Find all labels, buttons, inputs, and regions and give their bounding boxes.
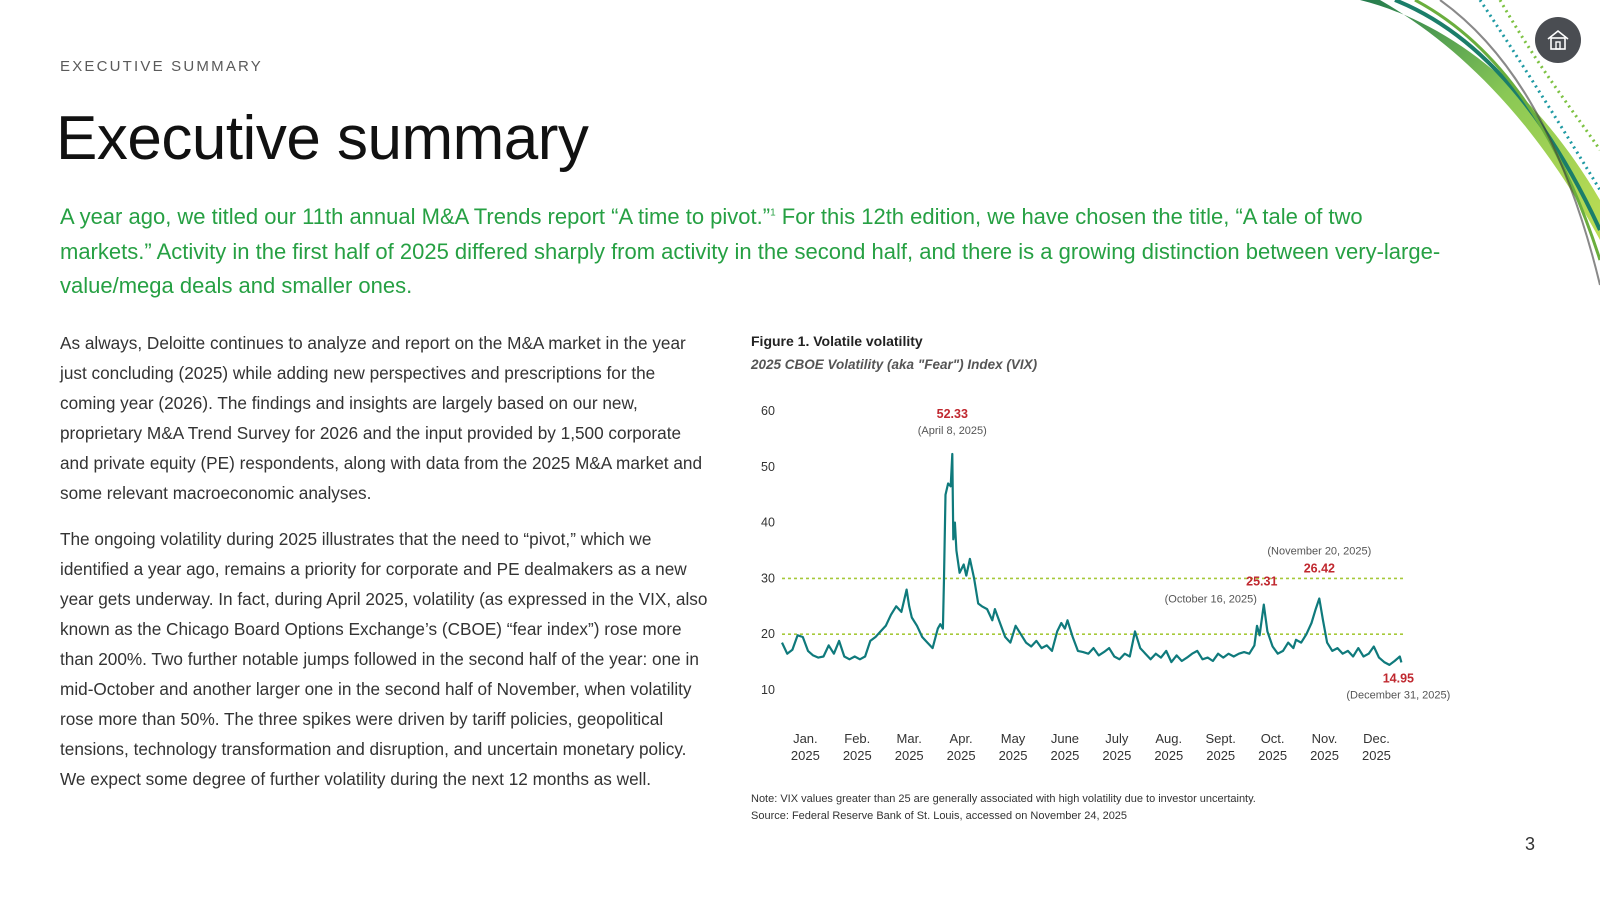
figure-notes: Note: VIX values greater than 25 are gen… [751,791,1256,824]
annotation-value: 26.42 [1304,561,1335,575]
x-tick-month: Apr. [950,731,973,746]
body-column: As always, Deloitte continues to analyze… [60,328,712,810]
annotation-date: (October 16, 2025) [1165,594,1257,606]
section-eyebrow: EXECUTIVE SUMMARY [60,58,263,75]
figure-heading: Figure 1. Volatile volatility 2025 CBOE … [751,333,1037,372]
lead-paragraph: A year ago, we titled our 11th annual M&… [60,200,1460,304]
page-number: 3 [1525,834,1536,854]
annotation-date: (April 8, 2025) [918,425,987,437]
lead-text-part2: For this 12th edition, we have chosen th… [60,204,1441,298]
x-tick-year: 2025 [843,748,872,763]
figure-note: Note: VIX values greater than 25 are gen… [751,793,1256,805]
y-tick-label: 10 [761,683,775,697]
x-tick-year: 2025 [1102,748,1131,763]
x-tick-month: May [1001,731,1026,746]
figure-title: Figure 1. Volatile volatility [751,333,923,349]
annotation-value: 52.33 [937,407,968,421]
x-tick-year: 2025 [1362,748,1391,763]
y-tick-label: 60 [761,404,775,418]
x-tick-year: 2025 [1310,748,1339,763]
x-tick-year: 2025 [791,748,820,763]
x-tick-month: Oct. [1261,731,1285,746]
y-tick-label: 20 [761,627,775,641]
x-tick-month: Dec. [1363,731,1390,746]
home-icon [1547,29,1569,50]
x-tick-month: July [1105,731,1129,746]
x-tick-year: 2025 [895,748,924,763]
x-tick-year: 2025 [1258,748,1287,763]
figure-subtitle: 2025 CBOE Volatility (aka "Fear") Index … [751,357,1038,372]
y-tick-label: 40 [761,516,775,530]
annotation-value: 25.31 [1246,575,1277,589]
y-tick-label: 50 [761,460,775,474]
x-tick-year: 2025 [1154,748,1183,763]
lead-text-part1: A year ago, we titled our 11th annual M&… [60,204,771,229]
x-tick-year: 2025 [947,748,976,763]
x-tick-month: Nov. [1312,731,1338,746]
x-tick-month: Mar. [897,731,922,746]
decorative-swoosh [1360,0,1600,286]
x-tick-month: Aug. [1155,731,1182,746]
vix-series-line [781,452,1403,666]
annotation-date: (November 20, 2025) [1267,545,1371,557]
x-tick-month: Feb. [844,731,870,746]
x-tick-month: June [1051,731,1079,746]
x-tick-year: 2025 [1050,748,1079,763]
footnote-ref[interactable]: 1 [770,207,776,219]
annotation-date: (December 31, 2025) [1346,689,1450,701]
home-button[interactable] [1535,17,1581,63]
x-tick-month: Jan. [793,731,818,746]
figure-source: Source: Federal Reserve Bank of St. Loui… [751,809,1128,822]
page-title: Executive summary [56,104,589,173]
body-paragraph-1: As always, Deloitte continues to analyze… [60,333,703,503]
y-tick-label: 30 [761,571,775,585]
x-tick-month: Sept. [1206,731,1236,746]
annotation-value: 14.95 [1383,671,1414,685]
x-tick-year: 2025 [1206,748,1235,763]
body-paragraph-2: The ongoing volatility during 2025 illus… [60,529,708,789]
x-tick-year: 2025 [999,748,1028,763]
